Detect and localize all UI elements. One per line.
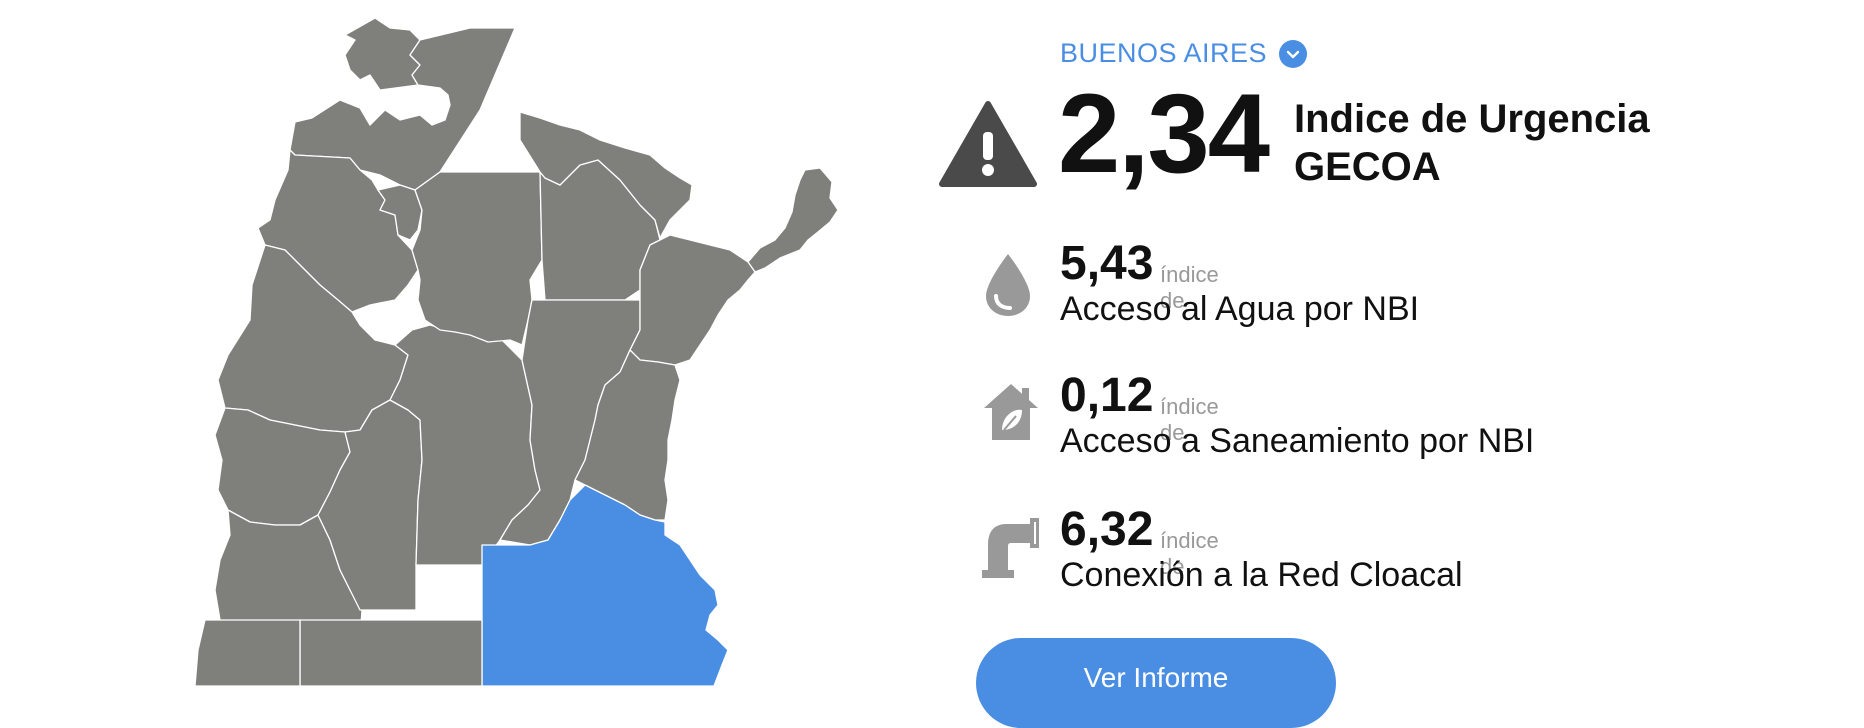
water-drop-icon [980,250,1036,325]
province-tucuman[interactable] [377,184,423,241]
warning-icon [938,100,1038,193]
indicator-value: 0,12 [1060,369,1154,422]
pipe-icon [980,516,1044,585]
province-neuquen[interactable] [194,619,301,686]
indicator-name: Acceso a Saneamiento por NBI [1060,422,1535,460]
province-misiones[interactable] [747,167,839,273]
argentina-map [194,17,839,686]
region-selector[interactable]: BUENOS AIRES [1060,38,1308,69]
indicator-prefix: índice de [1160,528,1219,579]
indicator-value: 6,32 [1060,503,1154,556]
chevron-down-icon[interactable] [1279,39,1308,68]
region-name: BUENOS AIRES [1060,38,1268,68]
province-formosa[interactable] [519,111,693,239]
indicator-prefix: índice de [1160,394,1219,445]
urgency-index-value: 2,34 [1058,71,1270,196]
indicator-value: 5,43 [1060,237,1154,290]
view-report-button[interactable]: Ver Informe [976,638,1336,728]
province-buenos-aires[interactable] [481,484,729,686]
indicator-name: Conexión a la Red Cloacal [1060,556,1463,594]
province-la-pampa[interactable] [299,619,483,686]
indicator-name: Acceso al Agua por NBI [1060,290,1420,328]
urgency-index-label: Indice de Urgencia GECOA [1294,95,1650,191]
house-leaf-icon [980,380,1042,449]
province-corrientes[interactable] [629,234,756,366]
indicator-prefix: índice de [1160,262,1219,313]
province-santiago-del-estero[interactable] [411,171,543,346]
urgency-index-label-line2: GECOA [1294,145,1441,189]
urgency-index-label-line1: Indice de Urgencia [1294,97,1650,141]
province-jujuy[interactable] [344,17,421,91]
